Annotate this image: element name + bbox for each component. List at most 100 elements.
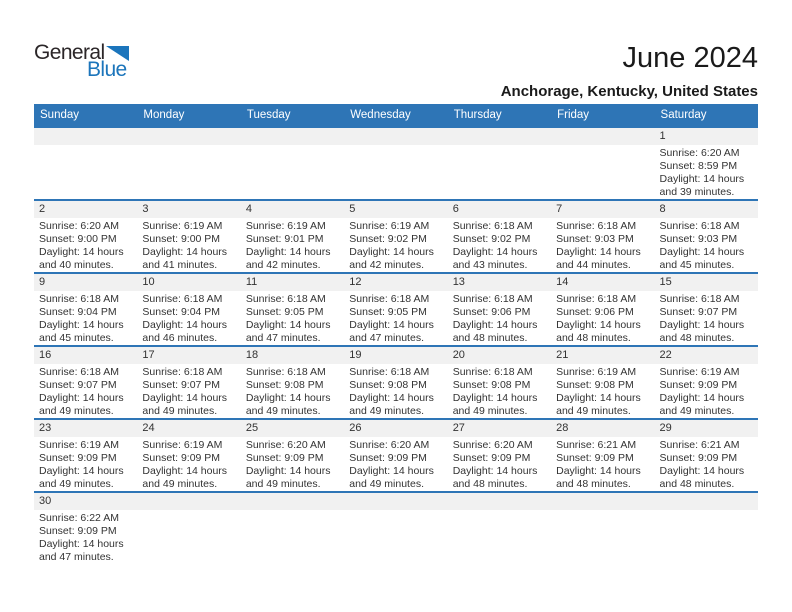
empty-day-info bbox=[551, 145, 654, 199]
empty-day-info bbox=[137, 510, 240, 564]
day-number: 4 bbox=[245, 203, 252, 215]
day-number: 24 bbox=[142, 422, 155, 434]
day-info-strip: Sunrise: 6:18 AM Sunset: 9:04 PM Daylight:… bbox=[34, 291, 758, 345]
empty-day-cell bbox=[551, 128, 654, 145]
sunrise-text: Sunrise: 6:18 AM bbox=[556, 293, 637, 305]
daylight-line1: Daylight: 14 hours bbox=[349, 392, 434, 404]
daylight-line1: Daylight: 14 hours bbox=[452, 319, 538, 331]
sunset-text: Sunset: 9:07 PM bbox=[39, 379, 117, 391]
logo-text-general: General bbox=[34, 41, 105, 64]
day-info: Sunrise: 6:18 AM Sunset: 9:08 PM Daylight:… bbox=[344, 364, 447, 418]
sunset-text: Sunset: 9:07 PM bbox=[659, 306, 738, 318]
sunset-text: Sunset: 9:00 PM bbox=[39, 233, 117, 245]
day-number-strip: 1 bbox=[34, 128, 758, 145]
daylight-line1: Daylight: 14 hours bbox=[452, 465, 538, 477]
day-info-strip: Sunrise: 6:20 AM Sunset: 8:59 PM Daylight:… bbox=[34, 145, 758, 199]
week-row-5: 23 24 25 26 27 28 29 Sunrise: 6:19 AM Sun… bbox=[34, 418, 758, 491]
empty-day-cell bbox=[137, 493, 240, 510]
daylight-line1: Daylight: 14 hours bbox=[659, 465, 745, 477]
day-number: 8 bbox=[659, 203, 666, 215]
day-number: 29 bbox=[659, 422, 672, 434]
sunrise-text: Sunrise: 6:18 AM bbox=[245, 293, 326, 305]
empty-day-cell bbox=[551, 493, 654, 510]
empty-day-cell bbox=[655, 493, 758, 510]
sunrise-text: Sunrise: 6:19 AM bbox=[142, 220, 223, 232]
daylight-line2: and 39 minutes. bbox=[659, 186, 735, 198]
sunset-text: Sunset: 9:09 PM bbox=[39, 525, 117, 537]
day-info: Sunrise: 6:18 AM Sunset: 9:06 PM Daylight:… bbox=[448, 291, 551, 345]
daylight-line1: Daylight: 14 hours bbox=[349, 465, 434, 477]
day-info-strip: Sunrise: 6:20 AM Sunset: 9:00 PM Daylight:… bbox=[34, 218, 758, 272]
day-info: Sunrise: 6:18 AM Sunset: 9:04 PM Daylight:… bbox=[34, 291, 137, 345]
sunrise-text: Sunrise: 6:22 AM bbox=[39, 512, 119, 524]
sunrise-text: Sunrise: 6:20 AM bbox=[452, 439, 533, 451]
day-info: Sunrise: 6:20 AM Sunset: 9:09 PM Daylight:… bbox=[344, 437, 447, 491]
day-info: Sunrise: 6:18 AM Sunset: 9:02 PM Daylight:… bbox=[448, 218, 551, 272]
day-info: Sunrise: 6:20 AM Sunset: 8:59 PM Daylight:… bbox=[655, 145, 758, 199]
day-info: Sunrise: 6:18 AM Sunset: 9:03 PM Daylight:… bbox=[655, 218, 758, 272]
daylight-line2: and 49 minutes. bbox=[39, 478, 114, 490]
sunrise-text: Sunrise: 6:18 AM bbox=[452, 293, 533, 305]
daylight-line2: and 40 minutes. bbox=[39, 259, 114, 271]
sunrise-text: Sunrise: 6:19 AM bbox=[142, 439, 223, 451]
daylight-line2: and 49 minutes. bbox=[245, 478, 321, 490]
sunrise-text: Sunrise: 6:18 AM bbox=[452, 366, 533, 378]
sunrise-text: Sunrise: 6:19 AM bbox=[245, 220, 326, 232]
sunset-text: Sunset: 9:07 PM bbox=[142, 379, 221, 391]
weekday-friday: Friday bbox=[557, 109, 590, 121]
sunset-text: Sunset: 9:04 PM bbox=[142, 306, 221, 318]
day-info-strip: Sunrise: 6:19 AM Sunset: 9:09 PM Daylight:… bbox=[34, 437, 758, 491]
logo-text-blue: Blue bbox=[87, 58, 127, 81]
day-info: Sunrise: 6:20 AM Sunset: 9:09 PM Daylight:… bbox=[241, 437, 344, 491]
week-row-2: 2 3 4 5 6 7 8 Sunrise: 6:20 AM Sunset: 9:… bbox=[34, 199, 758, 272]
daylight-line1: Daylight: 14 hours bbox=[659, 173, 745, 185]
day-info: Sunrise: 6:18 AM Sunset: 9:05 PM Daylight:… bbox=[344, 291, 447, 345]
daylight-line2: and 44 minutes. bbox=[556, 259, 631, 271]
daylight-line2: and 48 minutes. bbox=[659, 332, 735, 344]
sunrise-text: Sunrise: 6:18 AM bbox=[349, 293, 430, 305]
sunset-text: Sunset: 9:03 PM bbox=[556, 233, 634, 245]
sunset-text: Sunset: 9:09 PM bbox=[659, 452, 738, 464]
daylight-line1: Daylight: 14 hours bbox=[245, 246, 331, 258]
sunset-text: Sunset: 9:05 PM bbox=[349, 306, 427, 318]
daylight-line1: Daylight: 14 hours bbox=[556, 392, 641, 404]
day-number: 7 bbox=[556, 203, 563, 215]
sunrise-text: Sunrise: 6:20 AM bbox=[39, 220, 119, 232]
empty-day-cell bbox=[448, 493, 551, 510]
sunset-text: Sunset: 9:02 PM bbox=[452, 233, 531, 245]
empty-day-cell bbox=[137, 128, 240, 145]
sunset-text: Sunset: 9:09 PM bbox=[245, 452, 324, 464]
daylight-line1: Daylight: 14 hours bbox=[556, 319, 641, 331]
sunrise-text: Sunrise: 6:18 AM bbox=[142, 293, 223, 305]
day-info: Sunrise: 6:20 AM Sunset: 9:00 PM Daylight:… bbox=[34, 218, 137, 272]
daylight-line1: Daylight: 14 hours bbox=[245, 465, 331, 477]
empty-day-info bbox=[137, 145, 240, 199]
daylight-line2: and 49 minutes. bbox=[245, 405, 321, 417]
sunrise-text: Sunrise: 6:18 AM bbox=[556, 220, 637, 232]
logo-row: General bbox=[34, 42, 129, 63]
daylight-line1: Daylight: 14 hours bbox=[39, 465, 124, 477]
daylight-line2: and 49 minutes. bbox=[452, 405, 528, 417]
day-number: 16 bbox=[39, 349, 52, 361]
sunset-text: Sunset: 9:09 PM bbox=[39, 452, 117, 464]
day-number: 20 bbox=[452, 349, 465, 361]
day-number-strip: 30 bbox=[34, 493, 758, 510]
empty-day-info bbox=[448, 510, 551, 564]
weekday-monday: Monday bbox=[143, 109, 185, 121]
empty-day-info bbox=[241, 145, 344, 199]
sunset-text: Sunset: 9:04 PM bbox=[39, 306, 117, 318]
sunrise-text: Sunrise: 6:20 AM bbox=[659, 147, 740, 159]
daylight-line2: and 49 minutes. bbox=[39, 405, 114, 417]
daylight-line2: and 49 minutes. bbox=[142, 405, 218, 417]
day-info: Sunrise: 6:19 AM Sunset: 9:09 PM Daylight:… bbox=[137, 437, 240, 491]
day-number: 1 bbox=[659, 130, 666, 142]
sunset-text: Sunset: 9:01 PM bbox=[245, 233, 324, 245]
day-number: 15 bbox=[659, 276, 672, 288]
empty-day-info bbox=[34, 145, 137, 199]
sunrise-text: Sunrise: 6:18 AM bbox=[659, 293, 740, 305]
day-number-strip: 23 24 25 26 27 28 29 bbox=[34, 420, 758, 437]
day-info: Sunrise: 6:18 AM Sunset: 9:07 PM Daylight:… bbox=[34, 364, 137, 418]
day-number: 2 bbox=[39, 203, 46, 215]
day-number: 28 bbox=[556, 422, 569, 434]
